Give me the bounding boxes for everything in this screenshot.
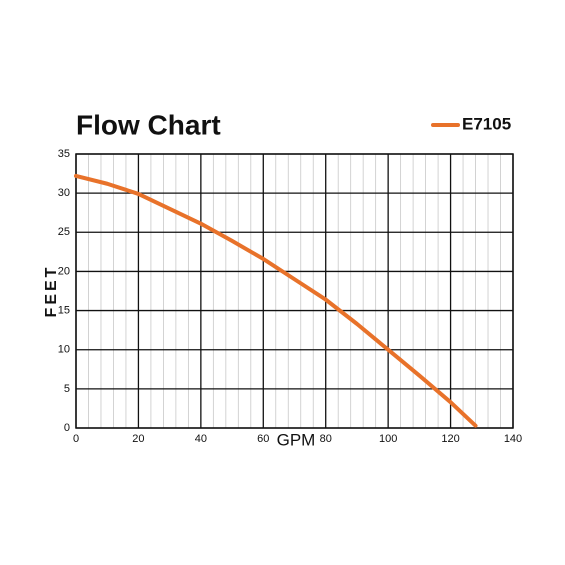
plot-frame [75,153,514,429]
x-tick-label: 140 [504,433,522,445]
y-axis-label: FEET [43,265,60,318]
x-tick-label: 20 [132,433,144,445]
x-tick-label: 100 [379,433,397,445]
y-tick-label: 35 [58,148,70,160]
y-tick-label: 10 [58,344,70,356]
x-tick-label: 60 [257,433,269,445]
x-tick-label: 120 [441,433,459,445]
x-tick-label: 40 [195,433,207,445]
y-tick-label: 0 [64,422,70,434]
x-tick-label: 80 [320,433,332,445]
y-tick-label: 25 [58,226,70,238]
x-axis-label: GPM [277,430,316,449]
legend-label: E7105 [462,114,511,133]
y-tick-label: 5 [64,383,70,395]
y-tick-label: 30 [58,187,70,199]
x-tick-label: 0 [73,433,79,445]
data-line [74,173,478,428]
y-tick-label: 20 [58,265,70,277]
chart-title: Flow Chart [76,109,221,140]
y-tick-label: 15 [58,304,70,316]
